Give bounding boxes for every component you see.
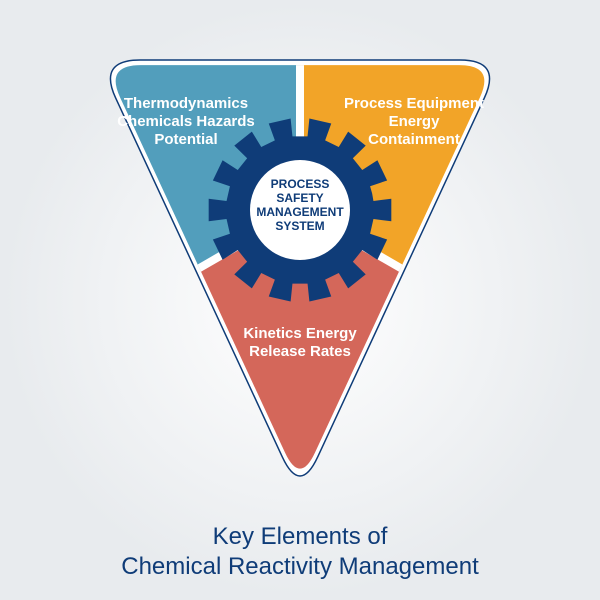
triangle-diagram: ThermodynamicsChemicals HazardsPotential… <box>0 0 600 600</box>
caption: Key Elements ofChemical Reactivity Manag… <box>0 522 600 582</box>
seg-bottom-label: Kinetics EnergyRelease Rates <box>243 325 357 360</box>
diagram-stage: ThermodynamicsChemicals HazardsPotential… <box>0 0 600 600</box>
